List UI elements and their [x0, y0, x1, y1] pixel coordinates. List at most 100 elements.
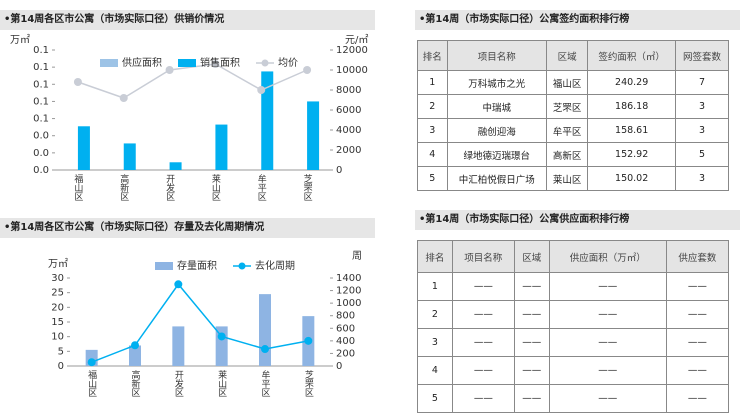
table-cell: 融创迎海 — [446, 118, 548, 143]
y2-tick-label: 8000 — [336, 85, 361, 96]
y2-tick-label: 4000 — [336, 125, 361, 136]
table-cell: 4 — [417, 356, 453, 385]
table-cell: 3 — [417, 118, 448, 143]
header-cell: 排名 — [417, 40, 448, 71]
header-cell: 网签套数 — [675, 40, 729, 71]
x-tick-label: 福山区 — [72, 173, 83, 201]
header-cell: 项目名称 — [446, 40, 548, 71]
legend-swatch — [261, 59, 269, 67]
table-cell: —— — [665, 328, 730, 357]
marker — [261, 345, 269, 354]
x-tick-label: 牟平区 — [260, 369, 271, 397]
x-tick-label: 莱山区 — [216, 369, 227, 397]
table-cell: —— — [548, 356, 667, 385]
table-row: 排名 项目名称 区域 供应面积（万㎡） 供应套数 — [417, 240, 730, 273]
x-tick-label: 高新区 — [118, 173, 129, 201]
table-cell: 5 — [417, 166, 448, 191]
x-tick-label: 芝罘区 — [302, 173, 313, 201]
legend-label: 销售面积 — [200, 56, 240, 69]
legend-swatch — [155, 262, 173, 270]
marker — [174, 280, 183, 289]
marker — [119, 94, 128, 102]
y-axis-unit: 万㎡ — [10, 34, 30, 46]
y-tick-label: 30 — [51, 273, 64, 284]
table-title: •第14周（市场实际口径）公寓签约面积排行榜 — [415, 10, 740, 30]
legend-label: 去化周期 — [255, 259, 295, 272]
x-tick-label: 福山区 — [86, 369, 97, 397]
table-cell: 3 — [675, 166, 729, 191]
bar — [215, 124, 228, 170]
y-tick-label: 20 — [51, 302, 64, 313]
table-cell: 2 — [417, 300, 453, 329]
y-tick-label: 0.0 — [33, 148, 49, 159]
table-cell: —— — [451, 300, 515, 329]
table: 排名 项目名称 区域 签约面积（㎡） 网签套数 1 万科城市之光 福山区 240.29 7 2 中瑞城… — [417, 40, 729, 191]
bar — [77, 126, 90, 170]
table-cell: —— — [451, 272, 515, 301]
chart-title: •第14周各区市公寓（市场实际口径）存量及去化周期情况 — [0, 218, 375, 238]
table-cell: —— — [451, 328, 515, 357]
y2-tick-label: 1400 — [336, 273, 361, 284]
header-cell: 区域 — [513, 240, 550, 273]
table-cell: 高新区 — [546, 142, 589, 167]
legend-swatch — [100, 59, 118, 67]
y2-tick-label: 6000 — [336, 105, 361, 116]
table-row: 2 —— —— —— —— — [417, 300, 730, 329]
marker — [73, 78, 82, 86]
table-cell: 芝罘区 — [546, 94, 589, 119]
table-cell: 中汇柏悦假日广场 — [446, 166, 548, 191]
table-row: 5 中汇柏悦假日广场 莱山区 150.02 3 — [417, 166, 729, 191]
table-cell: 7 — [675, 70, 729, 95]
x-tick-label: 莱山区 — [210, 173, 221, 201]
table-cell: 万科城市之光 — [446, 70, 548, 95]
chart: 万㎡ 元/㎡ 0.0 0.0 0.0 0.1 0.1 0.1 0.1 0.1 0 2000 4000 60… — [10, 34, 368, 201]
table-cell: 3 — [417, 328, 453, 357]
y2-tick-label: 0 — [336, 165, 342, 176]
table-cell: —— — [548, 384, 667, 413]
table-cell: 150.02 — [587, 166, 677, 191]
y2-axis-unit: 周 — [352, 250, 362, 262]
table-cell: 3 — [675, 94, 729, 119]
marker — [87, 358, 96, 367]
legend-swatch — [178, 59, 196, 67]
y-axis-unit: 万㎡ — [48, 258, 68, 270]
table: 排名 项目名称 区域 供应面积（万㎡） 供应套数 1 —— —— —— —— 2 —— —— —— —— 3—… — [417, 240, 730, 413]
table-cell: 5 — [417, 384, 453, 413]
y2-tick-label: 1200 — [336, 286, 361, 297]
table-cell: —— — [451, 384, 515, 413]
y-tick-label: 0.0 — [33, 165, 49, 176]
y2-tick-label: 400 — [336, 336, 355, 347]
table-cell: 牟平区 — [546, 118, 589, 143]
y-tick-label: 10 — [51, 332, 64, 343]
table-cell: —— — [513, 300, 550, 329]
bar — [259, 294, 271, 366]
table-cell: 158.61 — [587, 118, 677, 143]
table-row: 4 —— —— —— —— — [417, 356, 730, 385]
table-cell: 福山区 — [546, 70, 589, 95]
y2-tick-label: 200 — [336, 348, 355, 359]
marker — [211, 60, 220, 68]
y2-tick-label: 800 — [336, 311, 355, 322]
y2-axis-unit: 元/㎡ — [345, 34, 368, 46]
table-cell: 3 — [675, 118, 729, 143]
table-cell: —— — [513, 328, 550, 357]
y-tick-label: 0.1 — [33, 96, 49, 107]
table-cell: —— — [548, 272, 667, 301]
x-tick-label: 开发区 — [164, 174, 175, 201]
table-row: 3 —— —— —— —— — [417, 328, 730, 357]
table-cell: 2 — [417, 94, 448, 119]
header-cell: 排名 — [417, 240, 453, 273]
table-row: 1 万科城市之光 福山区 240.29 7 — [417, 70, 729, 95]
y-tick-label: 0.1 — [33, 79, 49, 90]
table-cell: —— — [665, 384, 730, 413]
marker — [257, 86, 266, 94]
table-cell: 240.29 — [587, 70, 677, 95]
table-cell: 5 — [675, 142, 729, 167]
table-cell: —— — [665, 300, 730, 329]
table-cell: —— — [513, 272, 550, 301]
y-tick-label: 15 — [51, 317, 64, 328]
y-tick-label: 0.1 — [33, 45, 49, 56]
table-row: 1 —— —— —— —— — [417, 272, 730, 301]
table-cell: —— — [513, 384, 550, 413]
